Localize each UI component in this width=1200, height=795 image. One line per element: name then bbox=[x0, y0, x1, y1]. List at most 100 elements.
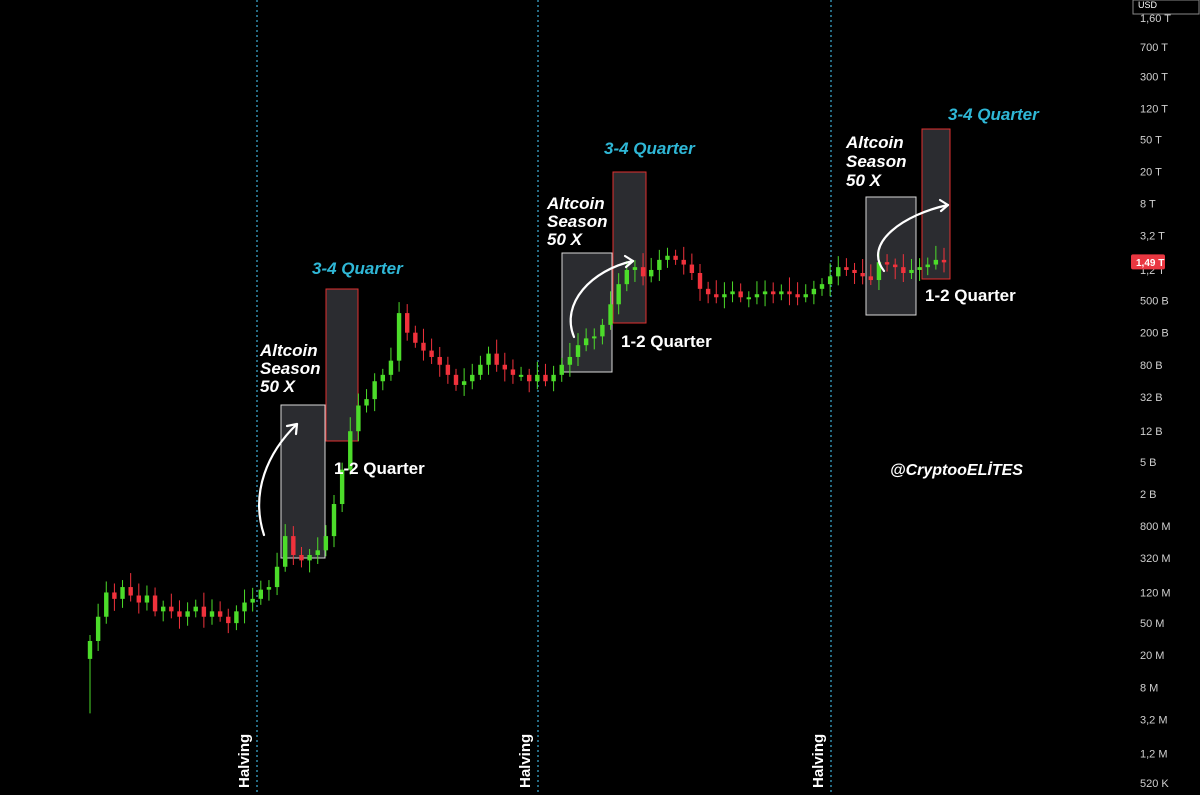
candle-body bbox=[657, 259, 662, 270]
candle-body bbox=[705, 288, 711, 295]
candle-body bbox=[681, 259, 686, 265]
candle-body bbox=[437, 356, 442, 365]
candle-body bbox=[876, 262, 882, 281]
candle-body bbox=[169, 606, 174, 612]
candle-body bbox=[868, 276, 873, 281]
y-tick-label: 3,2 M bbox=[1140, 714, 1168, 726]
y-tick-label: 2 B bbox=[1140, 489, 1157, 501]
candle-body bbox=[486, 353, 491, 365]
candle-body bbox=[413, 332, 418, 343]
candle-body bbox=[551, 374, 556, 382]
candle-body bbox=[754, 294, 760, 298]
y-tick-label: 500 B bbox=[1140, 296, 1169, 308]
y-tick-label: 50 M bbox=[1140, 618, 1164, 630]
candle-body bbox=[144, 595, 150, 603]
currency-box[interactable]: USD bbox=[1132, 0, 1200, 15]
quarter-1-2-label-2: 1-2 Quarter bbox=[621, 332, 712, 351]
candle-body bbox=[388, 360, 394, 375]
candle-body bbox=[234, 611, 239, 624]
candle-body bbox=[689, 264, 695, 274]
candle-body bbox=[161, 606, 166, 612]
y-tick-label: 8 T bbox=[1140, 199, 1156, 211]
candle-body bbox=[771, 291, 776, 295]
candle-body bbox=[307, 554, 312, 561]
currency-label: USD bbox=[1138, 0, 1158, 10]
candle-body bbox=[104, 592, 109, 617]
candle-body bbox=[274, 566, 280, 588]
current-price-tag: 1,49 T bbox=[1131, 254, 1165, 270]
candle-body bbox=[600, 324, 605, 337]
y-tick-label: 520 K bbox=[1140, 778, 1169, 790]
candle-body bbox=[762, 291, 768, 295]
candle-body bbox=[348, 431, 353, 470]
candle-body bbox=[738, 291, 743, 298]
candle-body bbox=[535, 374, 540, 382]
candle-body bbox=[746, 297, 751, 300]
candle-body bbox=[95, 616, 101, 642]
quarter-1-2-label-1: 1-2 Quarter bbox=[334, 459, 425, 478]
candle-body bbox=[128, 587, 133, 596]
season-arrow-1 bbox=[258, 422, 299, 537]
candle-body bbox=[405, 313, 410, 333]
altcoin-season-label-3-line-3: 50 X bbox=[846, 171, 883, 190]
candle-body bbox=[209, 611, 215, 617]
candle-body bbox=[177, 611, 182, 617]
candle-body bbox=[844, 267, 849, 270]
author-watermark: @CryptooELİTES bbox=[890, 461, 1023, 479]
y-tick-label: 1,60 T bbox=[1140, 13, 1171, 25]
candle-body bbox=[567, 356, 573, 365]
candle-body bbox=[112, 592, 117, 599]
y-axis: 1,60 T 700 T 300 T 120 T 50 T 20 T 8 T 3,2 T 1,2… bbox=[1140, 13, 1171, 790]
candle-body bbox=[616, 284, 621, 305]
y-tick-label: 80 B bbox=[1140, 360, 1163, 372]
y-tick-label: 300 T bbox=[1140, 72, 1168, 84]
season-arrow-3-head bbox=[938, 198, 950, 213]
altcoin-season-label-2-line-3: 50 X bbox=[547, 230, 584, 249]
altcoin-season-label-3-line-1: Altcoin bbox=[845, 133, 904, 152]
candle-body bbox=[543, 374, 548, 382]
candle-body bbox=[494, 353, 499, 365]
candle-body bbox=[836, 267, 841, 277]
annotations: Altcoin Season 50 X 3-4 Quarter 1-2 Quar… bbox=[259, 105, 1040, 479]
altcoin-season-label-1-line-3: 50 X bbox=[260, 377, 297, 396]
candles bbox=[87, 245, 947, 714]
candle-body bbox=[575, 345, 581, 357]
candle-body bbox=[266, 587, 272, 590]
altcoin-season-box-3 bbox=[865, 196, 917, 316]
season-arrows bbox=[258, 198, 950, 537]
candle-body bbox=[592, 336, 597, 339]
y-tick-label: 50 T bbox=[1140, 134, 1162, 146]
candle-body bbox=[795, 294, 800, 298]
candle-body bbox=[933, 259, 939, 265]
y-tick-label: 320 M bbox=[1140, 553, 1171, 565]
candle-body bbox=[730, 291, 735, 295]
y-tick-label: 12 B bbox=[1140, 426, 1163, 438]
candle-body bbox=[884, 262, 890, 265]
candle-body bbox=[299, 554, 304, 561]
candle-body bbox=[901, 267, 906, 274]
candle-body bbox=[510, 369, 516, 375]
candle-body bbox=[608, 304, 613, 325]
candle-body bbox=[632, 267, 638, 270]
halving-label-3: Halving bbox=[810, 734, 827, 788]
candle-body bbox=[518, 374, 524, 377]
candle-body bbox=[372, 381, 377, 400]
candle-body bbox=[917, 267, 922, 270]
candle-body bbox=[250, 598, 255, 603]
candle-body bbox=[714, 294, 719, 298]
candle-body bbox=[893, 264, 898, 268]
candle-body bbox=[478, 364, 483, 375]
candle-body bbox=[331, 504, 337, 537]
candle-body bbox=[323, 536, 329, 551]
candle-body bbox=[909, 269, 914, 274]
halving-label-1: Halving bbox=[236, 734, 253, 788]
quarter-3-4-label-2: 3-4 Quarter bbox=[604, 139, 696, 158]
y-tick-label: 3,2 T bbox=[1140, 231, 1165, 243]
quarter-box-1 bbox=[325, 288, 359, 442]
y-tick-label: 5 B bbox=[1140, 457, 1157, 469]
candle-body bbox=[640, 267, 646, 277]
y-tick-label: 8 M bbox=[1140, 682, 1158, 694]
candle-body bbox=[624, 269, 629, 285]
candle-body bbox=[201, 606, 207, 617]
